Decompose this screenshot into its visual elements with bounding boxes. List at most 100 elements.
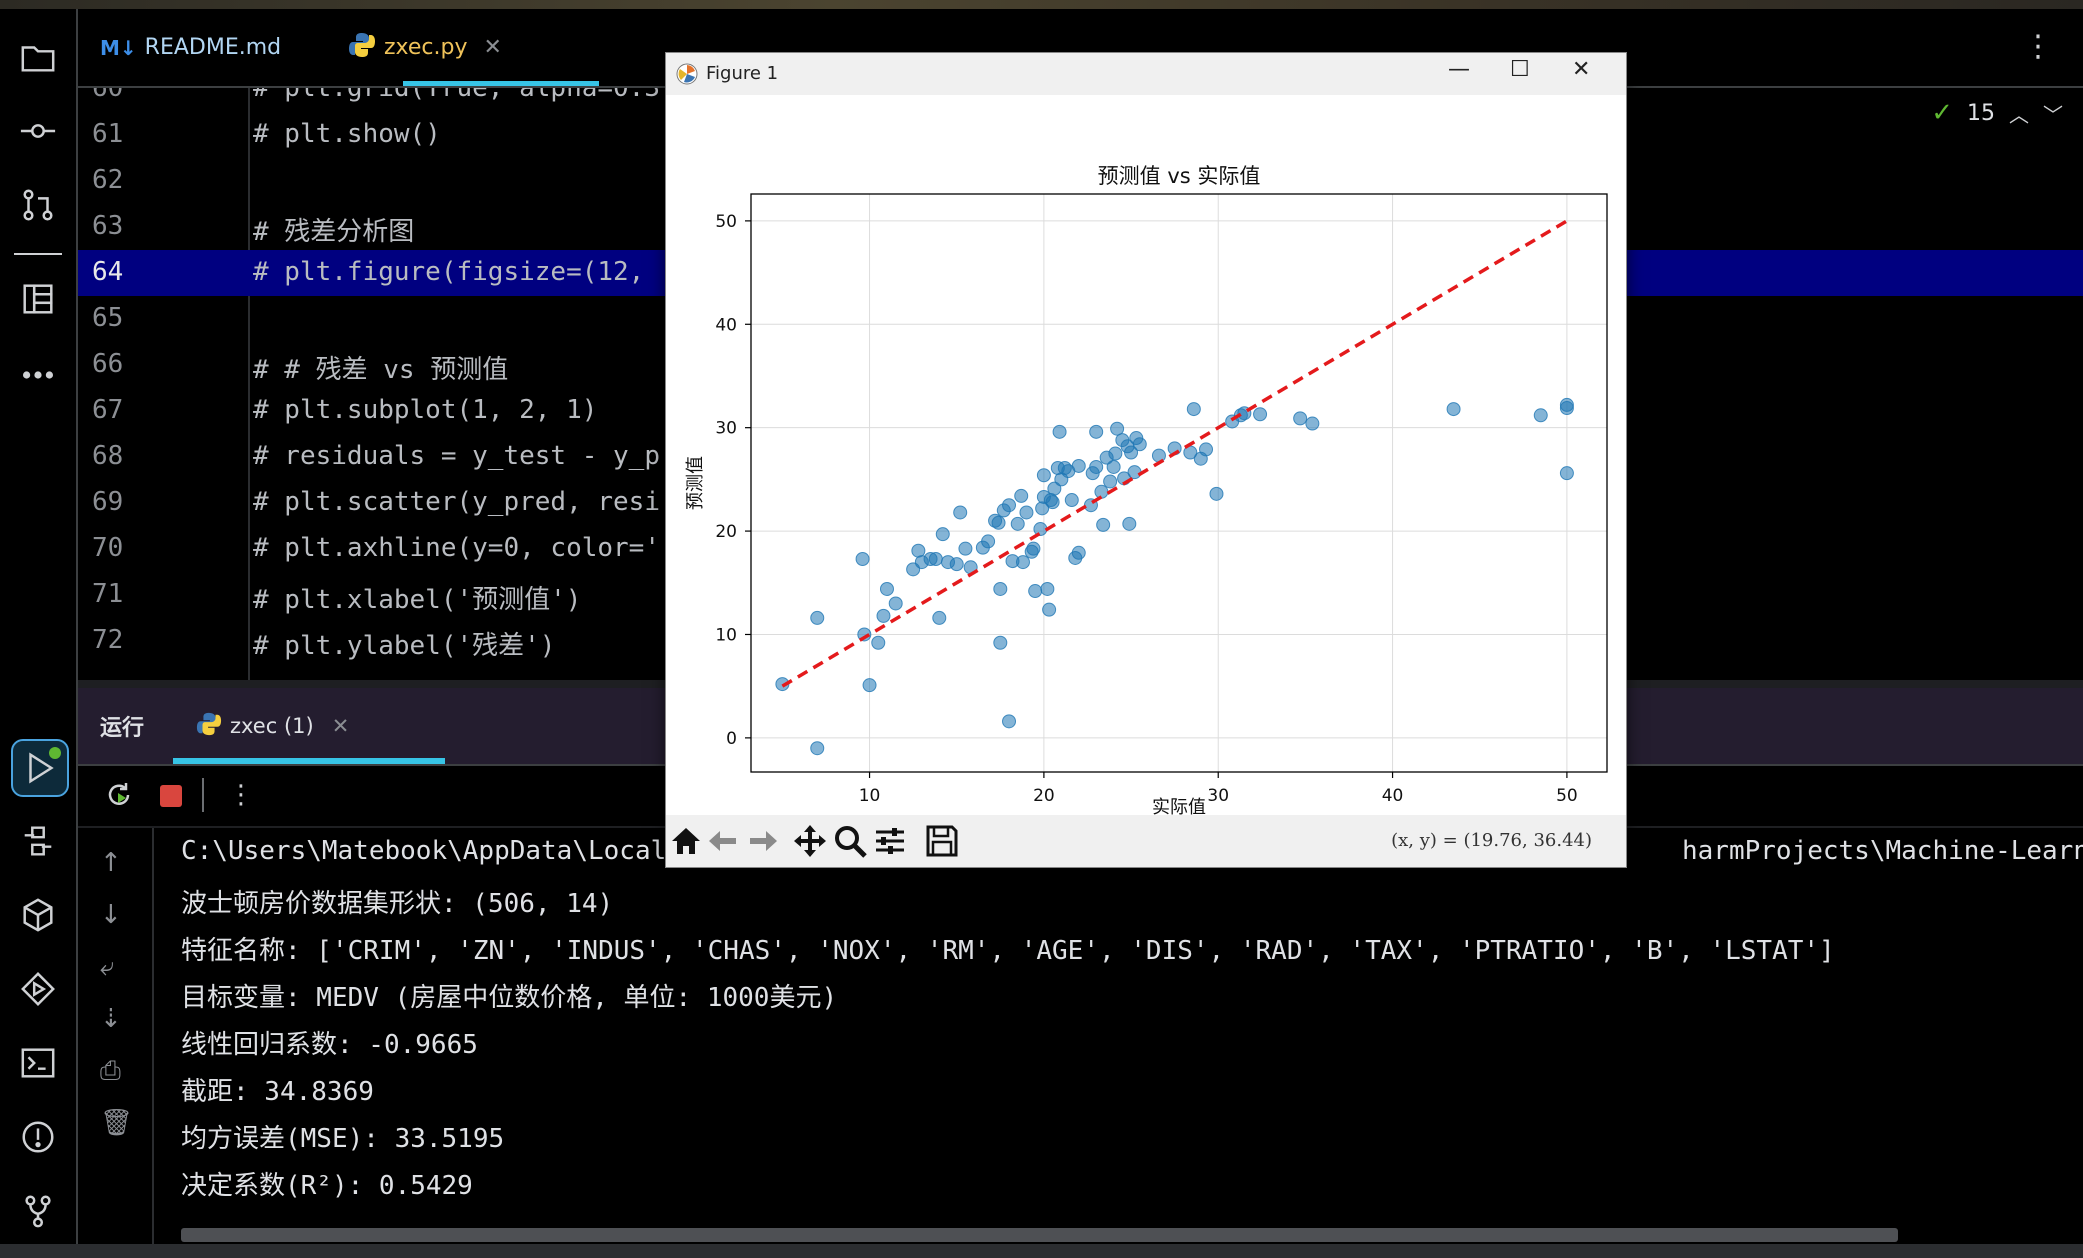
close-tab-icon[interactable]: ✕ bbox=[331, 714, 350, 738]
print-icon[interactable]: ⎙ bbox=[100, 1056, 121, 1086]
inspection-count: 15 bbox=[1967, 100, 1995, 126]
code-line[interactable]: 69 # plt.scatter(y_pred, resi bbox=[78, 480, 2083, 526]
scatter-point bbox=[879, 581, 894, 596]
scatter-point bbox=[810, 741, 825, 756]
figure-window[interactable]: Figure 1 — ☐ ✕ 10 20 30 40 50 0 10 20 30 40 50 预测值… bbox=[665, 52, 1627, 868]
trash-icon[interactable]: 🗑 bbox=[100, 1108, 134, 1138]
more-options-icon[interactable]: ⋮ bbox=[2023, 29, 2053, 64]
close-icon[interactable]: ✕ bbox=[1572, 57, 1591, 82]
forward-arrow-icon[interactable] bbox=[744, 823, 780, 859]
x-tick-label: 10 bbox=[859, 786, 881, 806]
soft-wrap-icon[interactable]: ⤶ bbox=[100, 952, 115, 982]
scatter-point bbox=[993, 635, 1008, 650]
services-icon[interactable] bbox=[10, 961, 66, 1017]
figure-background bbox=[666, 95, 1626, 815]
markdown-icon: M↓ bbox=[100, 35, 137, 60]
run-tab[interactable]: zxec (1) ✕ bbox=[196, 688, 349, 764]
figure-title-bar[interactable]: Figure 1 — ☐ ✕ bbox=[666, 53, 1626, 95]
configure-subplots-icon[interactable] bbox=[872, 823, 908, 859]
code-line[interactable]: 66 # # 残差 vs 预测值 bbox=[78, 342, 2083, 388]
scatter-point bbox=[1052, 424, 1067, 439]
scatter-point bbox=[1089, 424, 1104, 439]
python-icon bbox=[348, 31, 376, 65]
x-tick-label: 50 bbox=[1556, 786, 1578, 806]
scatter-point bbox=[1533, 408, 1548, 423]
chevron-down-icon[interactable]: ﹀ bbox=[2043, 102, 2063, 127]
scatter-point bbox=[1026, 541, 1041, 556]
console-line: 截距: 34.8369 bbox=[181, 1077, 374, 1107]
tab-label: zxec.py bbox=[384, 35, 468, 60]
code-text: # plt.xlabel('预测值') bbox=[253, 585, 582, 615]
x-axis-label: 实际值 bbox=[1152, 797, 1206, 815]
code-line[interactable]: 63 # 残差分析图 bbox=[78, 204, 2083, 250]
y-tick-label: 50 bbox=[715, 212, 737, 232]
y-tick-label: 0 bbox=[726, 729, 737, 749]
code-line[interactable]: 62 bbox=[78, 158, 2083, 204]
console-line: 目标变量: MEDV (房屋中位数价格, 单位: 1000美元) bbox=[181, 983, 838, 1013]
scatter-chart: 10 20 30 40 50 0 10 20 30 40 50 预测值 vs 实际值 实际值 预测值 bbox=[666, 95, 1626, 815]
code-line[interactable]: 61 # plt.show() bbox=[78, 112, 2083, 158]
pan-icon[interactable] bbox=[792, 823, 828, 859]
home-icon[interactable] bbox=[668, 823, 704, 859]
scatter-point bbox=[855, 551, 870, 566]
run-tool-icon[interactable] bbox=[11, 739, 69, 797]
code-text: # plt.figure(figsize=(12, bbox=[253, 257, 645, 287]
problems-icon[interactable] bbox=[10, 1109, 66, 1165]
scatter-point bbox=[1015, 555, 1030, 570]
arrow-up-icon[interactable]: ↑ bbox=[100, 848, 122, 878]
scatter-point bbox=[1040, 581, 1055, 596]
python-packages-icon[interactable] bbox=[10, 887, 66, 943]
scatter-point bbox=[935, 527, 950, 542]
scatter-point bbox=[1106, 459, 1121, 474]
pull-request-icon[interactable] bbox=[10, 177, 66, 233]
code-line[interactable]: 72 # plt.ylabel('残差') bbox=[78, 618, 2083, 664]
zoom-icon[interactable] bbox=[832, 823, 868, 859]
scatter-point bbox=[810, 610, 825, 625]
line-number: 66 bbox=[92, 349, 124, 379]
run-console[interactable]: ↑ ↓ ⤶ ⇣ ⎙ 🗑 C:\Users\Matebook\AppData\Lo… bbox=[78, 828, 2083, 1244]
y-tick-label: 20 bbox=[715, 522, 737, 542]
tab-zxec-py[interactable]: zxec.py ✕ bbox=[348, 9, 502, 86]
maximize-icon[interactable]: ☐ bbox=[1510, 57, 1530, 82]
cursor-coordinates: (x, y) = (19.76, 36.44) bbox=[1391, 830, 1592, 851]
minimize-icon[interactable]: — bbox=[1448, 57, 1470, 82]
figure-toolbar: (x, y) = (19.76, 36.44) bbox=[666, 815, 1626, 867]
python-console-icon[interactable] bbox=[10, 813, 66, 869]
scatter-point bbox=[981, 534, 996, 549]
inspection-widget[interactable]: ✓ 15 ︿ ﹀ bbox=[1931, 98, 2063, 128]
gutter-separator bbox=[248, 88, 250, 680]
code-line[interactable]: 68 # residuals = y_test - y_p bbox=[78, 434, 2083, 480]
back-arrow-icon[interactable] bbox=[706, 823, 742, 859]
code-line[interactable]: 65 bbox=[78, 296, 2083, 342]
activity-bar bbox=[0, 9, 78, 1244]
scatter-point bbox=[1110, 421, 1125, 436]
code-text: # plt.scatter(y_pred, resi bbox=[253, 487, 660, 517]
run-panel-title: 运行 bbox=[100, 716, 145, 741]
commit-icon[interactable] bbox=[10, 103, 66, 159]
close-tab-icon[interactable]: ✕ bbox=[483, 35, 502, 60]
code-line[interactable]: 71 # plt.xlabel('预测值') bbox=[78, 572, 2083, 618]
more-tools-icon[interactable] bbox=[10, 347, 66, 403]
scroll-to-end-icon[interactable]: ⇣ bbox=[100, 1004, 122, 1034]
line-number: 67 bbox=[92, 395, 124, 425]
run-tab-indicator bbox=[173, 758, 445, 764]
toolbar-separator bbox=[202, 778, 204, 812]
code-line[interactable]: 70 # plt.axhline(y=0, color=' bbox=[78, 526, 2083, 572]
git-icon[interactable] bbox=[10, 1183, 66, 1239]
chevron-up-icon[interactable]: ︿ bbox=[2009, 102, 2029, 127]
save-icon[interactable] bbox=[924, 823, 960, 859]
structure-icon[interactable] bbox=[10, 271, 66, 327]
stop-icon[interactable] bbox=[160, 785, 182, 807]
scatter-point bbox=[1002, 498, 1017, 513]
project-folder-icon[interactable] bbox=[10, 29, 66, 85]
more-options-icon[interactable]: ⋮ bbox=[228, 780, 254, 810]
code-line[interactable]: 67 # plt.subplot(1, 2, 1) bbox=[78, 388, 2083, 434]
console-horizontal-scrollbar[interactable] bbox=[181, 1228, 1898, 1242]
terminal-icon[interactable] bbox=[10, 1035, 66, 1091]
rerun-icon[interactable] bbox=[104, 780, 134, 817]
arrow-down-icon[interactable]: ↓ bbox=[100, 900, 122, 930]
scatter-point bbox=[1124, 445, 1139, 460]
tab-readme[interactable]: M↓ README.md bbox=[100, 9, 281, 86]
code-line[interactable]: 60 # plt.grid(True, alpha=0.3 bbox=[78, 88, 2083, 112]
x-tick-label: 20 bbox=[1033, 786, 1055, 806]
